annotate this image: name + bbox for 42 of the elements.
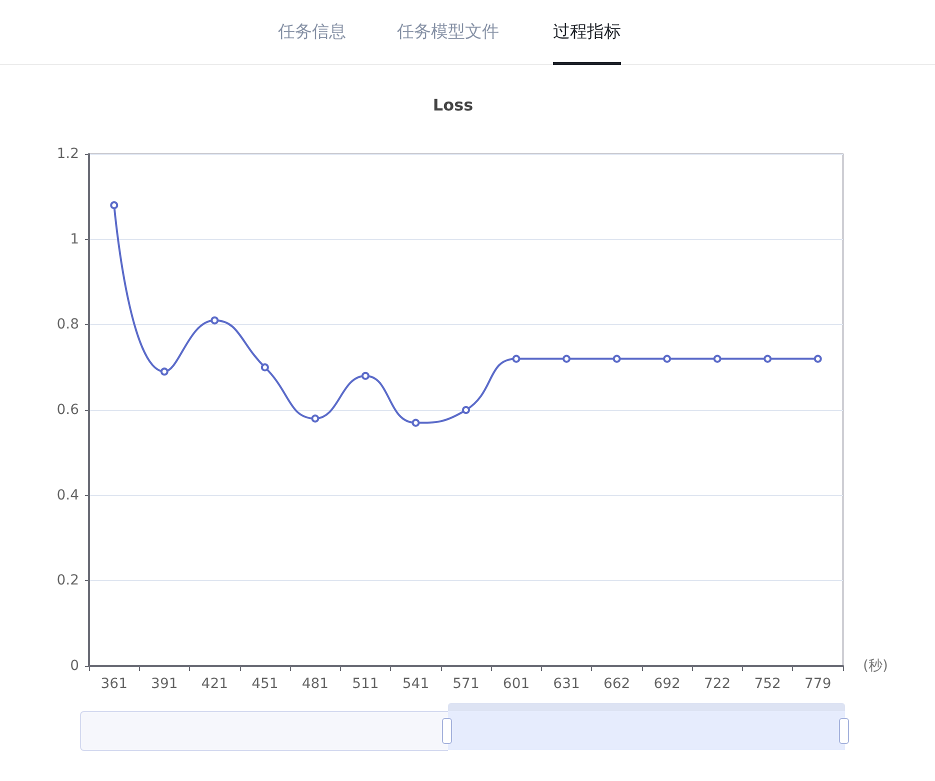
- point: [713, 354, 722, 363]
- y-tick-label: 0: [70, 658, 79, 674]
- y-tick-label: 1.2: [56, 146, 79, 162]
- x-tick-label: 391: [151, 676, 178, 692]
- text: 任务信息: [278, 21, 346, 44]
- point: [562, 354, 571, 363]
- x-tick-label: 511: [352, 676, 379, 692]
- point: [210, 316, 219, 324]
- x-tick-label: 752: [754, 676, 781, 692]
- text: 任务模型文件: [397, 21, 499, 44]
- x-tick-label: 779: [804, 676, 832, 692]
- text: 过程指标: [553, 21, 621, 44]
- point: [764, 354, 772, 363]
- x-tick-label: 692: [654, 676, 680, 692]
- point: [412, 418, 420, 427]
- y-tick-label: 0.6: [56, 402, 80, 418]
- x-tick-label: 481: [302, 676, 329, 692]
- y-tick-label: 1: [70, 231, 79, 248]
- y-tick-label: 0.8: [56, 316, 79, 333]
- x-tick-label: 601: [502, 676, 530, 692]
- x-tick-label: 541: [402, 676, 430, 692]
- point: [814, 354, 822, 363]
- chart-title: Loss: [432, 96, 474, 114]
- point: [260, 363, 269, 372]
- x-tick-label: 361: [100, 676, 128, 692]
- x-tick-label: 631: [553, 676, 580, 692]
- x-tick-label: 722: [704, 676, 731, 692]
- y-tick-label: 0.2: [56, 572, 79, 589]
- point: [663, 354, 672, 363]
- x-axis-title: (秒): [863, 658, 888, 674]
- point: [612, 354, 621, 363]
- x-tick-label: 421: [201, 676, 228, 692]
- point: [110, 201, 118, 210]
- point: [361, 372, 370, 380]
- point: [512, 354, 520, 363]
- x-tick-label: 571: [452, 676, 480, 692]
- x-tick-label: 451: [252, 676, 278, 692]
- point: [160, 368, 168, 376]
- point: [462, 406, 470, 414]
- x-tick-label: 662: [603, 676, 630, 692]
- y-tick-label: 0.4: [56, 487, 80, 504]
- point: [311, 414, 320, 423]
